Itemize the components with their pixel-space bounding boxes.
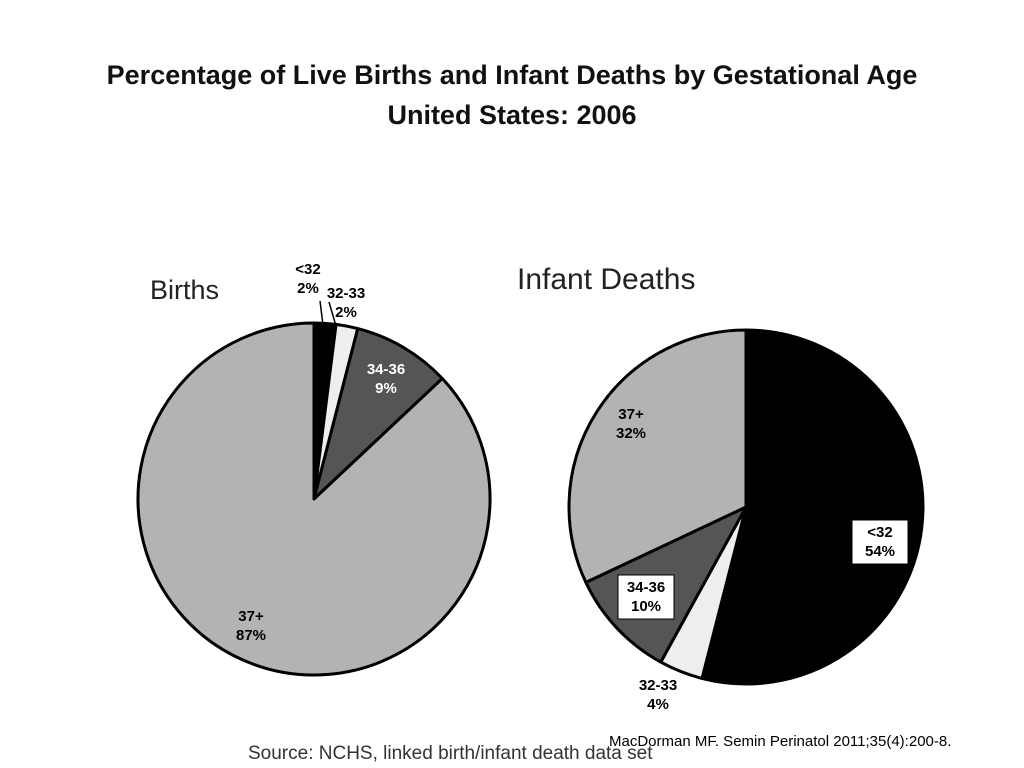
chart-title-line-2: United States: 2006 <box>387 100 637 130</box>
births-value-34-36: 9% <box>375 380 397 397</box>
births-leader-lt32 <box>319 300 324 326</box>
births-value-32-33: 2% <box>335 304 357 321</box>
infant-deaths-value-37plus: 32% <box>616 425 646 442</box>
births-slice-37plus <box>136 321 492 677</box>
infant-deaths-value-lt32: 54% <box>865 543 895 560</box>
citation: MacDorman MF. Semin Perinatol 2011;35(4)… <box>609 733 952 750</box>
infant-deaths-value-32-33: 4% <box>647 696 669 713</box>
births-label-34-36: 34-36 <box>367 361 405 378</box>
infant-deaths-label-32-33: 32-33 <box>639 677 677 694</box>
chart-title-line-1: Percentage of Live Births and Infant Dea… <box>106 60 918 90</box>
births-label-32-33: 32-33 <box>327 285 365 302</box>
infant-deaths-label-box-34-36 <box>617 574 675 620</box>
infant-deaths-slice-lt32 <box>700 328 925 686</box>
source-note: Source: NCHS, linked birth/infant death … <box>248 743 653 764</box>
births-slice-34-36 <box>312 327 444 501</box>
infant-deaths-label-box-lt32 <box>851 519 909 565</box>
infant-deaths-slice-37plus <box>567 328 748 584</box>
births-value-lt32: 2% <box>297 280 319 297</box>
births-value-37plus: 87% <box>236 627 266 644</box>
births-title: Births <box>150 275 219 305</box>
births-leader-32-33 <box>328 301 337 327</box>
infant-deaths-label-37plus: 37+ <box>618 406 644 423</box>
infant-deaths-value-34-36: 10% <box>631 598 661 615</box>
infant-deaths-label-34-36: 34-36 <box>627 579 665 596</box>
infant-deaths-label-lt32: <32 <box>867 524 892 541</box>
births-label-37plus: 37+ <box>238 608 264 625</box>
births-label-lt32: <32 <box>295 261 320 278</box>
infant-deaths-title: Infant Deaths <box>517 263 695 296</box>
